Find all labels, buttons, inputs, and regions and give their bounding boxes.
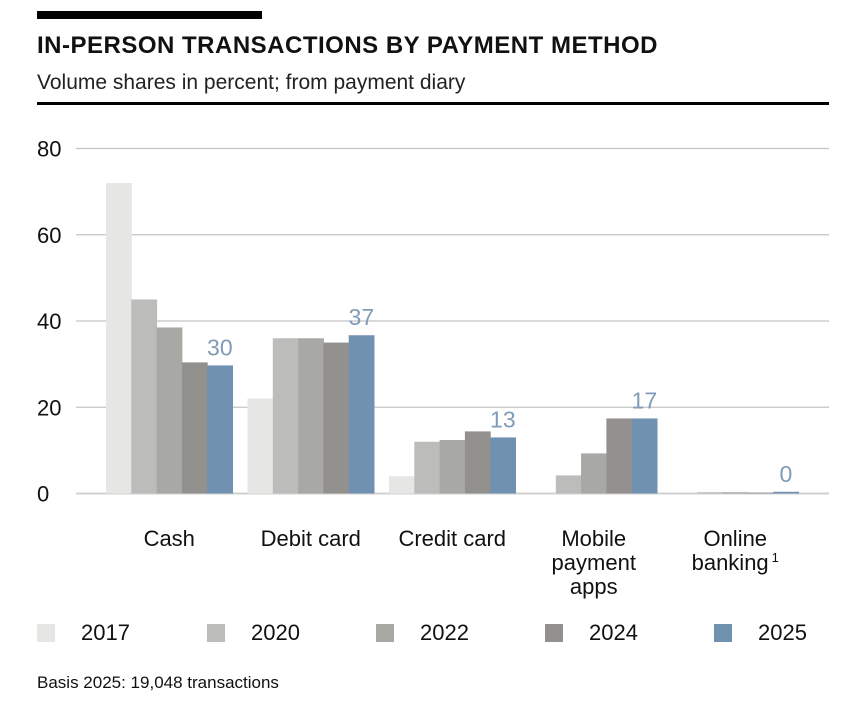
data-label: 37 bbox=[349, 304, 375, 330]
x-category-label: apps bbox=[570, 574, 618, 599]
bar-2020 bbox=[272, 338, 299, 494]
bar-2025 bbox=[207, 365, 233, 494]
legend-item-2022: 2022 bbox=[376, 620, 469, 646]
legend-label: 2020 bbox=[251, 620, 300, 645]
y-tick-label: 20 bbox=[37, 395, 61, 420]
x-category-label: Debit card bbox=[261, 526, 361, 551]
bar-2025 bbox=[631, 418, 658, 494]
bar-2020 bbox=[131, 299, 158, 494]
legend-swatch bbox=[376, 624, 394, 642]
bar-2022 bbox=[722, 492, 749, 494]
legend-item-2025: 2025 bbox=[714, 620, 807, 646]
bar-2025 bbox=[348, 335, 375, 494]
legend-swatch bbox=[37, 624, 55, 642]
legend-swatch bbox=[545, 624, 563, 642]
bar-2022 bbox=[581, 453, 607, 494]
chart-subtitle: Volume shares in percent; from payment d… bbox=[37, 71, 466, 94]
bar-2017 bbox=[389, 476, 415, 494]
header-rule bbox=[37, 102, 829, 105]
legend-item-2020: 2020 bbox=[207, 620, 300, 646]
top-accent-bar bbox=[37, 11, 262, 19]
y-tick-label: 40 bbox=[37, 309, 61, 334]
bar-2024 bbox=[747, 492, 774, 494]
data-label: 0 bbox=[779, 461, 792, 487]
x-category-label: Mobile bbox=[561, 526, 626, 551]
chart-title: IN-PERSON TRANSACTIONS BY PAYMENT METHOD bbox=[37, 32, 658, 59]
legend-item-2024: 2024 bbox=[545, 620, 638, 646]
footnote-basis: Basis 2025: 19,048 transactions bbox=[37, 673, 279, 692]
y-tick-label: 0 bbox=[37, 482, 49, 507]
legend-item-2017: 2017 bbox=[37, 620, 130, 646]
x-category-label: Cash bbox=[144, 526, 195, 551]
bar-2024 bbox=[606, 418, 633, 494]
legend-label: 2025 bbox=[758, 620, 807, 645]
legend-label: 2022 bbox=[420, 620, 469, 645]
legend-swatch bbox=[714, 624, 732, 642]
legend-label: 2017 bbox=[81, 620, 130, 645]
legend-swatch bbox=[207, 624, 225, 642]
bar-2017 bbox=[106, 183, 132, 494]
bar-2020 bbox=[555, 475, 582, 494]
y-tick-label: 80 bbox=[37, 137, 61, 162]
bar-2024 bbox=[323, 342, 350, 494]
bar-2022 bbox=[156, 327, 183, 494]
x-category-label: Online bbox=[703, 526, 767, 551]
bar-2024 bbox=[464, 431, 491, 494]
bar-2020 bbox=[414, 441, 441, 494]
bar-2024 bbox=[181, 362, 208, 494]
legend-label: 2024 bbox=[589, 620, 638, 645]
y-tick-label: 60 bbox=[37, 223, 61, 248]
legend: 2017 2020 2022 2024 2025 bbox=[37, 620, 837, 650]
bar-2020 bbox=[697, 492, 724, 494]
bar-2017 bbox=[247, 398, 274, 494]
data-label: 17 bbox=[632, 387, 658, 413]
bar-2025 bbox=[773, 491, 799, 494]
bar-2022 bbox=[439, 440, 466, 494]
bar-2025 bbox=[490, 437, 516, 494]
x-category-label: Credit card bbox=[398, 526, 506, 551]
bar-2022 bbox=[298, 338, 324, 494]
data-label: 30 bbox=[207, 334, 233, 360]
footnote-marker: 1 bbox=[772, 550, 779, 565]
x-category-label: payment bbox=[552, 550, 636, 575]
x-category-label: banking 1 bbox=[692, 550, 779, 575]
data-label: 13 bbox=[490, 406, 516, 432]
